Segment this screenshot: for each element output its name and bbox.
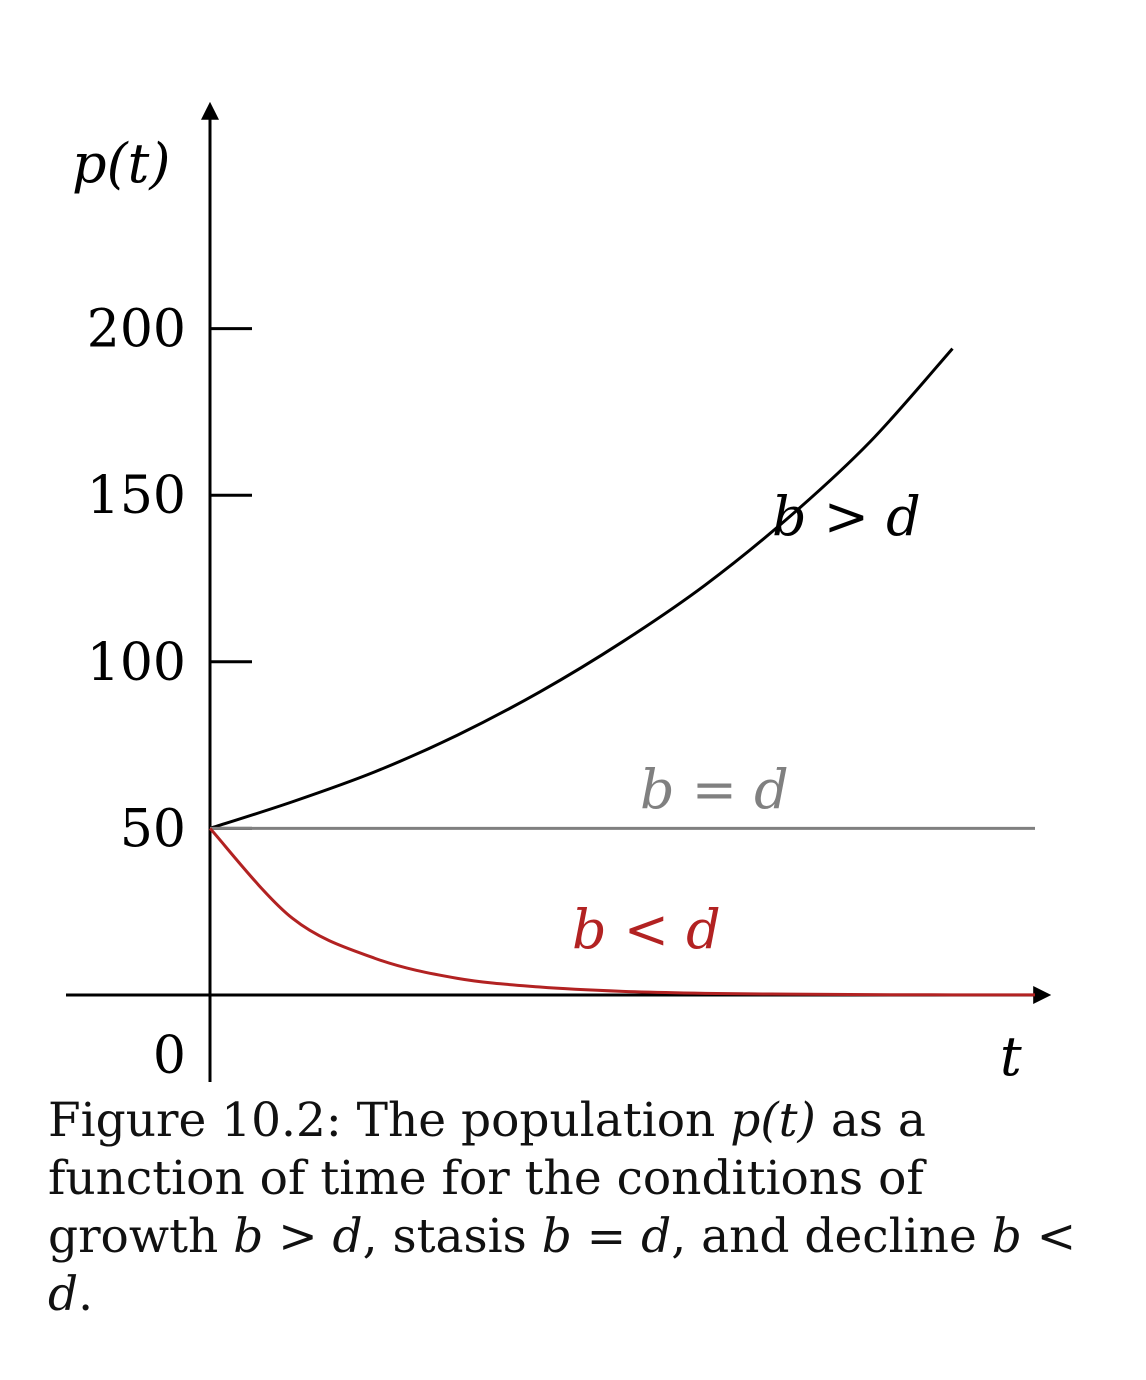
caption-text-1: Figure 10.2: The population bbox=[48, 1093, 731, 1148]
population-chart: 0 50 100 150 200 p(t) t b > d b = d b < d bbox=[66, 101, 1052, 1088]
y-tick-label: 200 bbox=[87, 300, 186, 360]
caption-math-decline: b < d bbox=[48, 1209, 1077, 1322]
y-tick-label: 150 bbox=[87, 466, 186, 526]
series-label-decline: b < d bbox=[572, 898, 721, 961]
series-line-decline bbox=[208, 827, 1036, 997]
x-axis-label: t bbox=[1000, 1025, 1022, 1088]
caption-math-growth: b > d bbox=[233, 1209, 363, 1264]
series-label-growth: b > d bbox=[772, 485, 921, 548]
caption-text-2: as a function of time for the conditions… bbox=[48, 1093, 926, 1264]
caption-text-4: , and decline bbox=[671, 1209, 992, 1264]
caption-text-5: . bbox=[78, 1267, 94, 1322]
figure-caption: Figure 10.2: The population p(t) as a fu… bbox=[48, 1092, 1108, 1324]
y-tick-label: 50 bbox=[120, 799, 186, 859]
caption-math-pt: p(t) bbox=[730, 1093, 816, 1148]
y-axis-label: p(t) bbox=[72, 132, 170, 195]
y-tick-label: 100 bbox=[87, 633, 186, 693]
series-line-growth bbox=[209, 347, 954, 830]
series-label-stasis: b = d bbox=[640, 758, 789, 821]
caption-text-3: , stasis bbox=[362, 1209, 542, 1264]
y-tick-label: 0 bbox=[153, 1026, 186, 1086]
caption-math-stasis: b = d bbox=[541, 1209, 672, 1264]
